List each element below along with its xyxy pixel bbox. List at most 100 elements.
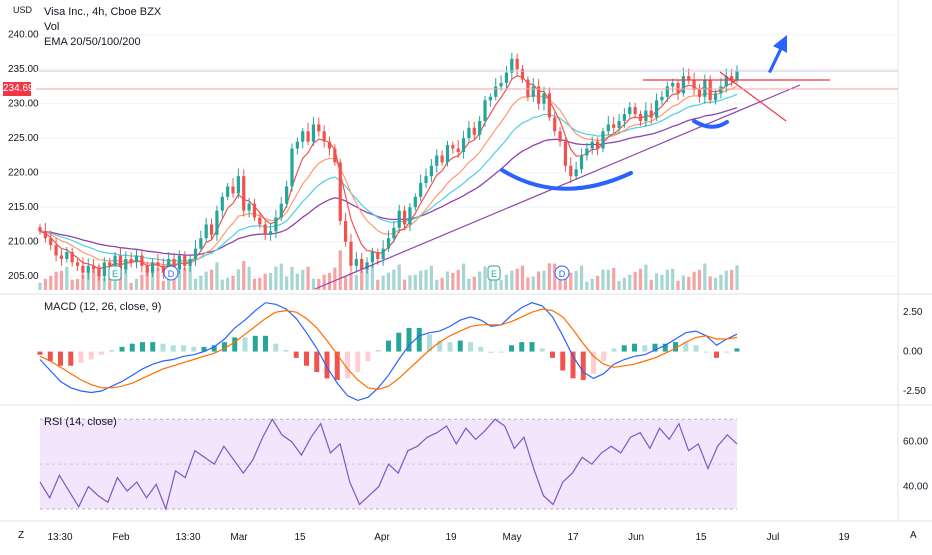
macd-histogram-bar [283, 350, 289, 352]
volume-bar [483, 266, 487, 290]
candle-body [590, 141, 594, 149]
candle-body [504, 72, 509, 83]
macd-histogram-bar [58, 351, 63, 366]
macd-tick-label: -2.50 [903, 386, 926, 397]
candle-body [569, 165, 573, 177]
candle-body [478, 120, 482, 135]
volume-bar [263, 273, 267, 290]
macd-histogram-bar [386, 340, 391, 352]
macd-histogram-bar [406, 327, 412, 352]
earnings-marker-icon[interactable]: E [108, 265, 122, 281]
candle-body [263, 224, 267, 235]
candle-body [118, 255, 123, 270]
candle-body [617, 120, 621, 128]
volume-bar [413, 274, 417, 290]
volume-bar [295, 273, 299, 290]
time-tick-label: 13:30 [47, 532, 72, 543]
macd-legend[interactable]: MACD (12, 26, close, 9) [44, 301, 162, 313]
volume-bar [236, 269, 240, 290]
auto-scale-button[interactable]: A [910, 530, 917, 541]
volume-bar [563, 271, 568, 290]
candle-body [472, 127, 476, 135]
macd-histogram-bar [109, 350, 115, 352]
candle-body [145, 265, 149, 273]
volume-bar [510, 270, 514, 290]
candle-body [526, 79, 530, 97]
earnings-marker-icon[interactable]: E [487, 265, 501, 281]
volume-bar [365, 268, 369, 290]
timezone-button[interactable]: Z [18, 530, 25, 541]
volume-bar [199, 275, 203, 290]
volume-bar [392, 269, 396, 290]
legend-title[interactable]: Visa Inc., 4h, Cboe BZX [44, 6, 162, 18]
candle-body [327, 141, 332, 149]
macd-histogram-bar [632, 343, 637, 352]
volume-bar [665, 269, 669, 290]
candle-body [687, 76, 691, 80]
macd-tick-label: 2.50 [903, 307, 923, 318]
candle-body [601, 131, 605, 149]
time-tick-label: Jun [628, 532, 644, 543]
candle-body [306, 131, 310, 142]
candle-body [419, 183, 423, 197]
rsi-legend[interactable]: RSI (14, close) [44, 416, 117, 428]
svg-text:D: D [168, 269, 175, 279]
candle-body [226, 186, 230, 197]
volume-bar [161, 280, 165, 290]
candle-body [333, 148, 337, 163]
candle-body [461, 138, 466, 152]
volume-bar [258, 277, 262, 290]
macd-signal-line [39, 308, 738, 391]
macd-histogram-bar [181, 345, 186, 352]
volume-bar [660, 274, 664, 290]
volume-bar [92, 269, 96, 290]
volume-bar [322, 274, 326, 290]
legend-ema[interactable]: EMA 20/50/100/200 [44, 36, 141, 48]
volume-bar [429, 265, 434, 290]
volume-bar [569, 272, 573, 290]
time-tick-label: 19 [445, 532, 457, 543]
candle-body [150, 262, 155, 273]
candle-body [451, 145, 455, 149]
candle-body [440, 155, 444, 163]
volume-bar [730, 269, 734, 290]
volume-bar [671, 268, 675, 290]
candle-body [236, 176, 240, 194]
dividend-marker-icon[interactable]: D [163, 265, 179, 281]
macd-histogram-bar [447, 342, 453, 352]
macd-histogram-bar [437, 340, 443, 352]
candle-body [290, 148, 294, 187]
macd-histogram-bar [550, 351, 555, 358]
volume-bar [75, 278, 80, 290]
volume-bar [649, 279, 653, 290]
candle-body [515, 58, 519, 70]
volume-bar [188, 265, 192, 290]
volume-bar [204, 271, 208, 290]
candle-body [209, 224, 214, 235]
volume-bar [343, 276, 348, 290]
volume-bar [644, 264, 648, 290]
candle-body [295, 141, 299, 149]
candle-body [628, 107, 632, 115]
macd-histogram-bar [211, 345, 217, 352]
candle-body [665, 86, 669, 97]
macd-histogram-bar [396, 332, 402, 352]
time-tick-label: May [503, 532, 522, 543]
volume-bar [156, 267, 160, 290]
volume-bar [81, 274, 85, 290]
volume-bar [134, 278, 139, 290]
macd-histogram-bar [652, 343, 658, 352]
candle-body [108, 262, 112, 266]
legend-volume[interactable]: Vol [44, 21, 60, 33]
dividend-marker-icon[interactable]: D [554, 265, 570, 281]
time-tick-label: Jul [767, 532, 780, 543]
candle-body [649, 110, 653, 118]
rsi-tick-label: 40.00 [903, 482, 928, 493]
volume-bar [279, 263, 283, 290]
macd-histogram-bar [88, 351, 94, 360]
macd-histogram-bar [78, 351, 84, 363]
volume-bar [424, 269, 428, 290]
volume-bar [86, 271, 90, 290]
macd-histogram-bar [611, 348, 617, 352]
